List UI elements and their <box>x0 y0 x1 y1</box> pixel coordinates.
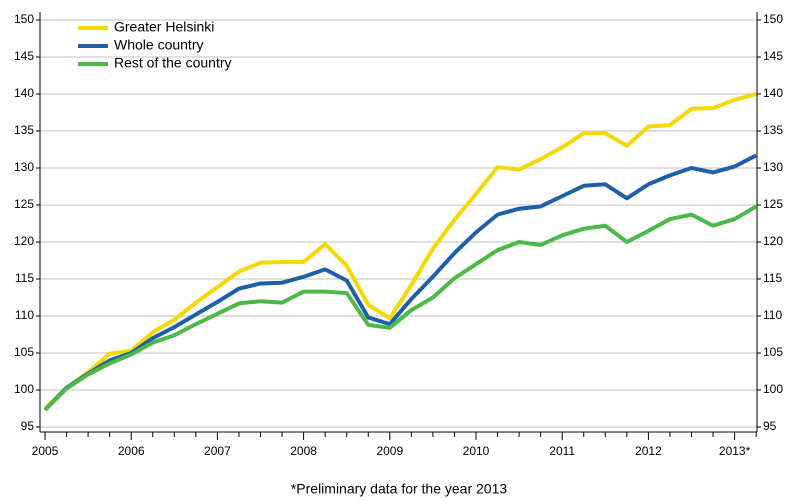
x-tick-label: 2010 <box>463 444 490 458</box>
x-tick-label: 2012 <box>635 444 662 458</box>
series-line <box>43 153 758 412</box>
legend-label: Whole country <box>114 37 203 53</box>
x-tick-label: 2009 <box>376 444 403 458</box>
y-tick-label: 110 <box>15 308 34 322</box>
footnote: *Preliminary data for the year 2013 <box>291 481 508 497</box>
legend-label: Rest of the country <box>114 55 232 71</box>
x-tick-label: 2011 <box>549 444 575 458</box>
y-tick-label: 100 <box>14 382 34 396</box>
y-tick-label: 130 <box>14 160 34 174</box>
y-tick-label: 135 <box>14 123 34 137</box>
y2-tick-label: 110 <box>763 308 782 322</box>
series-line <box>43 204 758 412</box>
y-tick-label: 150 <box>14 12 34 26</box>
y2-tick-label: 95 <box>763 419 777 433</box>
x-tick-label: 2007 <box>204 444 231 458</box>
legend-label: Greater Helsinki <box>114 19 214 35</box>
x-tick-label: 2013* <box>719 444 751 458</box>
y-tick-label: 95 <box>21 419 35 433</box>
x-tick-label: 2008 <box>290 444 317 458</box>
x-tick-label: 2005 <box>32 444 59 458</box>
y2-tick-label: 130 <box>763 160 783 174</box>
y2-tick-label: 105 <box>763 345 783 359</box>
y2-tick-label: 115 <box>763 271 782 285</box>
y-tick-label: 105 <box>14 345 34 359</box>
x-tick-label: 2006 <box>118 444 145 458</box>
y2-tick-label: 120 <box>763 234 783 248</box>
y2-tick-label: 145 <box>763 49 783 63</box>
y2-tick-label: 150 <box>763 12 783 26</box>
y-tick-label: 115 <box>15 271 34 285</box>
y-tick-label: 125 <box>14 197 34 211</box>
y2-tick-label: 135 <box>763 123 783 137</box>
y2-tick-label: 125 <box>763 197 783 211</box>
y2-tick-label: 100 <box>763 382 783 396</box>
y2-tick-label: 140 <box>763 86 783 100</box>
y-tick-label: 120 <box>14 234 34 248</box>
y-tick-label: 145 <box>14 49 34 63</box>
y-tick-label: 140 <box>14 86 34 100</box>
series-line <box>43 92 757 410</box>
